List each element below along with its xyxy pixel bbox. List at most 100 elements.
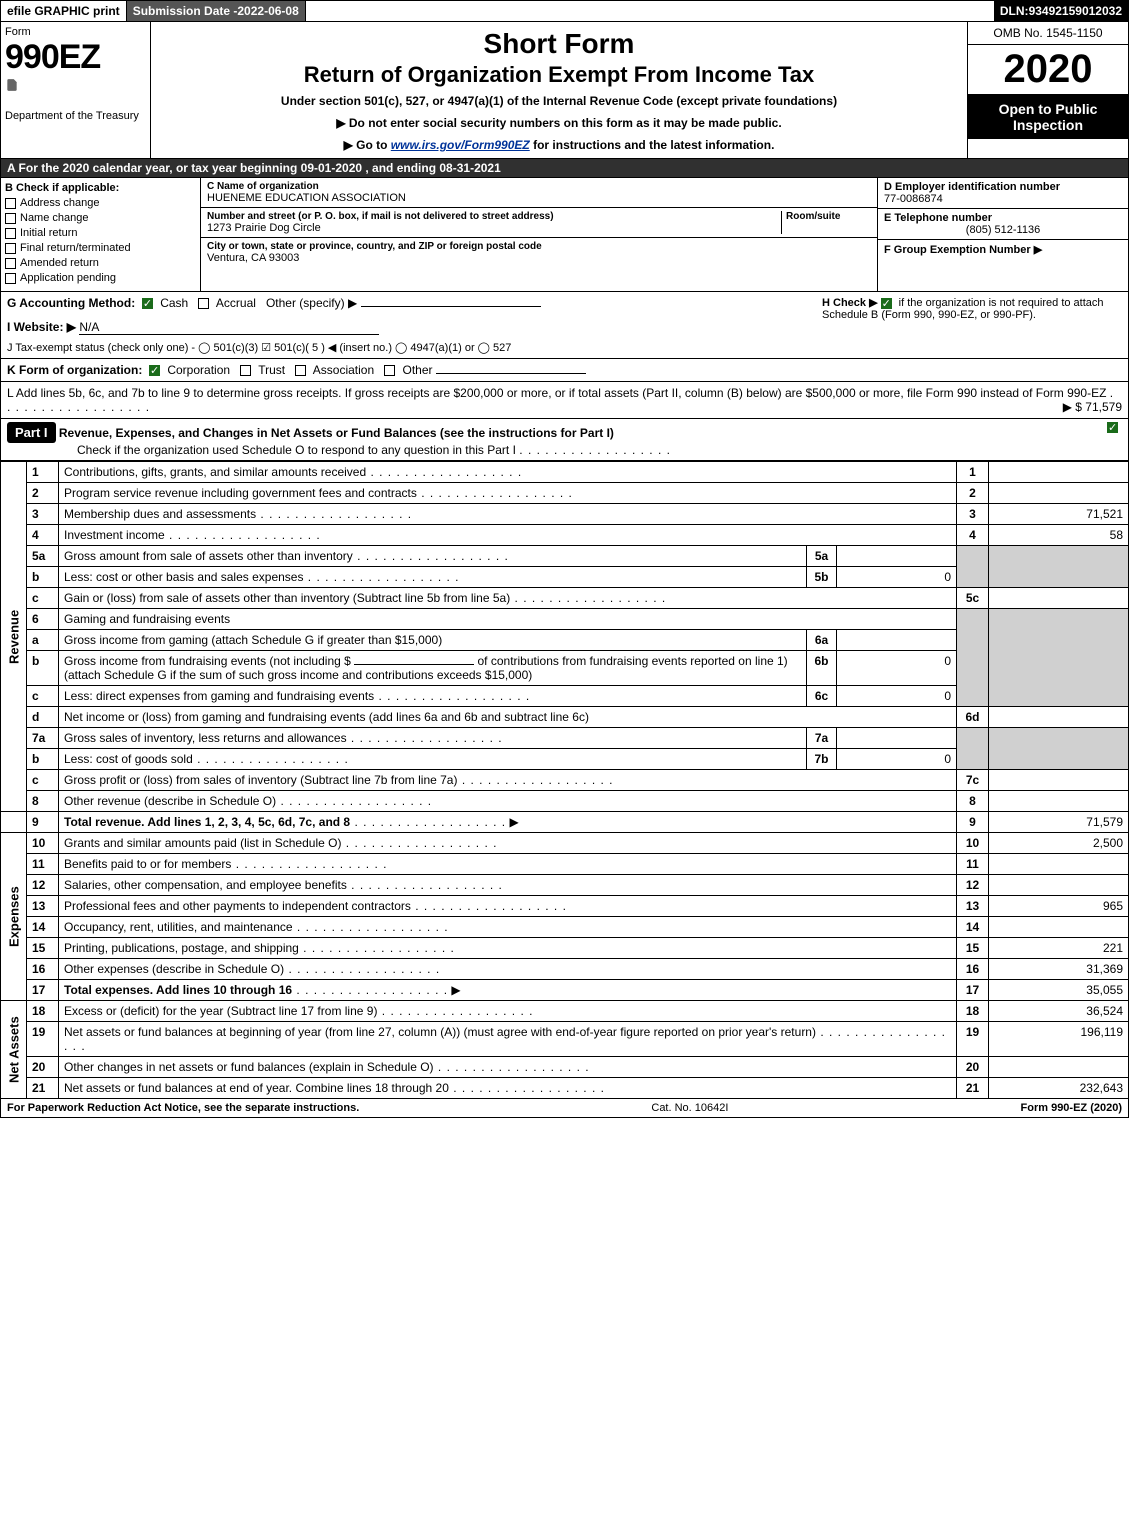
- row-j: J Tax-exempt status (check only one) - ◯…: [7, 341, 822, 354]
- line-4: Investment income: [59, 525, 957, 546]
- open-inspection: Open to Public Inspection: [968, 95, 1128, 139]
- chk-address-change[interactable]: Address change: [5, 197, 196, 209]
- row-ghi-left: G Accounting Method: Cash Accrual Other …: [7, 296, 822, 354]
- subtitle: Under section 501(c), 527, or 4947(a)(1)…: [157, 94, 961, 108]
- submission-label: Submission Date -: [133, 4, 238, 18]
- street: 1273 Prairie Dog Circle: [207, 222, 781, 234]
- org-name-label: C Name of organization: [207, 181, 871, 192]
- line-6b-blank[interactable]: [354, 664, 474, 665]
- part1-title: Revenue, Expenses, and Changes in Net As…: [59, 426, 614, 440]
- other-specify-line[interactable]: [361, 306, 541, 307]
- chk-other-org[interactable]: [384, 365, 395, 376]
- chk-initial-return[interactable]: Initial return: [5, 227, 196, 239]
- line-6d: Net income or (loss) from gaming and fun…: [59, 707, 957, 728]
- line-2: Program service revenue including govern…: [59, 483, 957, 504]
- tax-year: 2020: [968, 45, 1128, 95]
- line-6b: Gross income from fundraising events (no…: [59, 651, 807, 686]
- submission-value: 2022-06-08: [237, 4, 298, 18]
- omb-number: OMB No. 1545-1150: [968, 22, 1128, 45]
- website: N/A: [79, 320, 379, 335]
- chk-trust[interactable]: [240, 365, 251, 376]
- line-12: Salaries, other compensation, and employ…: [59, 875, 957, 896]
- other-org-line[interactable]: [436, 373, 586, 374]
- ein-row: D Employer identification number 77-0086…: [878, 178, 1128, 209]
- vlabel-netassets: Net Assets: [1, 1001, 27, 1099]
- form-header: Form 990EZ Department of the Treasury Sh…: [0, 22, 1129, 159]
- line-20: Other changes in net assets or fund bala…: [59, 1057, 957, 1078]
- chk-schedule-b[interactable]: [881, 298, 892, 309]
- dln: DLN: 93492159012032: [994, 1, 1128, 21]
- row-g: G Accounting Method: Cash Accrual Other …: [7, 296, 822, 310]
- line-5c: Gain or (loss) from sale of assets other…: [59, 588, 957, 609]
- note-link-prefix: ▶ Go to: [344, 138, 391, 152]
- section-bc-def: B Check if applicable: Address change Na…: [0, 178, 1129, 292]
- ein: 77-0086874: [884, 193, 1122, 205]
- line-6c: Less: direct expenses from gaming and fu…: [59, 686, 807, 707]
- chk-association[interactable]: [295, 365, 306, 376]
- note-link: ▶ Go to www.irs.gov/Form990EZ for instru…: [157, 138, 961, 152]
- chk-final-return[interactable]: Final return/terminated: [5, 242, 196, 254]
- part1-header: Part I Revenue, Expenses, and Changes in…: [0, 419, 1129, 461]
- city-label: City or town, state or province, country…: [207, 241, 871, 252]
- line-6: Gaming and fundraising events: [59, 609, 957, 630]
- other-specify: Other (specify) ▶: [266, 296, 357, 310]
- row-l: L Add lines 5b, 6c, and 7b to line 9 to …: [0, 382, 1129, 419]
- line-11: Benefits paid to or for members: [59, 854, 957, 875]
- chk-corporation[interactable]: [149, 365, 160, 376]
- org-name: HUENEME EDUCATION ASSOCIATION: [207, 192, 871, 204]
- submission-date: Submission Date - 2022-06-08: [127, 1, 306, 21]
- ein-label: D Employer identification number: [884, 181, 1122, 193]
- efile-print[interactable]: efile GRAPHIC print: [1, 1, 127, 21]
- top-bar: efile GRAPHIC print Submission Date - 20…: [0, 0, 1129, 22]
- group-exemption-label: F Group Exemption Number ▶: [884, 243, 1122, 256]
- vlabel-revenue: Revenue: [1, 462, 27, 812]
- title-return: Return of Organization Exempt From Incom…: [157, 62, 961, 88]
- chk-application-pending[interactable]: Application pending: [5, 272, 196, 284]
- chk-amended-return[interactable]: Amended return: [5, 257, 196, 269]
- form-label: Form: [5, 26, 146, 38]
- b-label: B Check if applicable:: [5, 182, 196, 194]
- line-10: Grants and similar amounts paid (list in…: [59, 833, 957, 854]
- tel-row: E Telephone number (805) 512-1136: [878, 209, 1128, 240]
- k-label: K Form of organization:: [7, 363, 142, 377]
- chk-schedule-o[interactable]: [1107, 422, 1118, 433]
- irs-link[interactable]: www.irs.gov/Form990EZ: [391, 138, 530, 152]
- l-text: L Add lines 5b, 6c, and 7b to line 9 to …: [7, 386, 1106, 400]
- lines-table: Revenue 1 Contributions, gifts, grants, …: [0, 461, 1129, 1099]
- chk-accrual[interactable]: [198, 298, 209, 309]
- l-amount: ▶ $ 71,579: [1063, 400, 1122, 414]
- line-7b: Less: cost of goods sold: [59, 749, 807, 770]
- line-7c: Gross profit or (loss) from sales of inv…: [59, 770, 957, 791]
- dept-treasury: Department of the Treasury: [5, 110, 146, 122]
- line-21: Net assets or fund balances at end of ye…: [59, 1078, 957, 1099]
- street-row: Number and street (or P. O. box, if mail…: [201, 208, 877, 238]
- group-exemption-row: F Group Exemption Number ▶: [878, 240, 1128, 259]
- city-row: City or town, state or province, country…: [201, 238, 877, 267]
- note-link-suffix: for instructions and the latest informat…: [533, 138, 774, 152]
- vlabel-expenses: Expenses: [1, 833, 27, 1001]
- line-6a: Gross income from gaming (attach Schedul…: [59, 630, 807, 651]
- chk-cash[interactable]: [142, 298, 153, 309]
- h-label: H Check ▶: [822, 297, 878, 309]
- footer-left: For Paperwork Reduction Act Notice, see …: [7, 1102, 359, 1114]
- tel: (805) 512-1136: [884, 224, 1122, 236]
- line-7a: Gross sales of inventory, less returns a…: [59, 728, 807, 749]
- line-16: Other expenses (describe in Schedule O): [59, 959, 957, 980]
- header-title-col: Short Form Return of Organization Exempt…: [151, 22, 968, 158]
- line-5b: Less: cost or other basis and sales expe…: [59, 567, 807, 588]
- chk-name-change[interactable]: Name change: [5, 212, 196, 224]
- city: Ventura, CA 93003: [207, 252, 871, 264]
- row-i: I Website: ▶ N/A: [7, 320, 822, 335]
- line-3: Membership dues and assessments: [59, 504, 957, 525]
- form-number: 990EZ: [5, 38, 146, 77]
- g-label: G Accounting Method:: [7, 296, 135, 310]
- line-14: Occupancy, rent, utilities, and maintena…: [59, 917, 957, 938]
- header-form-col: Form 990EZ Department of the Treasury: [1, 22, 151, 158]
- footer-form: Form 990-EZ (2020): [1021, 1102, 1122, 1114]
- i-label: I Website: ▶: [7, 320, 76, 334]
- line-15: Printing, publications, postage, and shi…: [59, 938, 957, 959]
- line-17: Total expenses. Add lines 10 through 16 …: [59, 980, 957, 1001]
- room-label: Room/suite: [786, 211, 871, 222]
- row-h: H Check ▶ if the organization is not req…: [822, 296, 1122, 354]
- part1-check-line: Check if the organization used Schedule …: [7, 443, 516, 457]
